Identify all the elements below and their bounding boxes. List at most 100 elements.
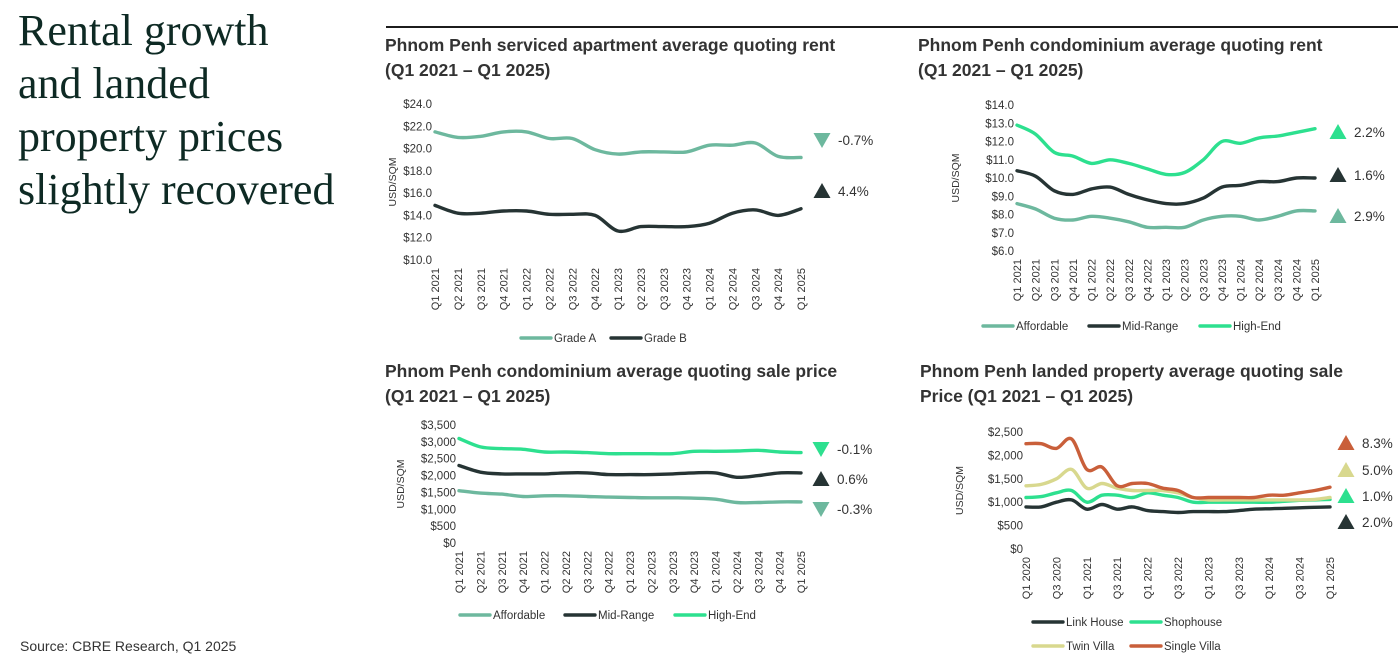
chart-title-line1: Phnom Penh serviced apartment average qu… [385, 35, 836, 55]
x-tick-label: Q2 2023 [636, 268, 648, 310]
x-tick-label: Q2 2021 [475, 551, 487, 593]
x-tick-label: Q1 2022 [540, 551, 552, 593]
x-tick-label: Q1 2024 [1264, 557, 1276, 599]
legend-label: High-End [708, 610, 756, 622]
x-tick-label: Q1 2023 [1203, 557, 1215, 599]
x-tick-label: Q1 2023 [1161, 259, 1173, 301]
x-tick-label: Q1 2024 [1236, 259, 1248, 301]
x-tick-label: Q1 2025 [1310, 259, 1322, 301]
legend-label: Grade B [644, 333, 687, 345]
x-tick-label: Q1 2024 [705, 268, 717, 310]
x-tick-label: Q1 2024 [711, 551, 723, 593]
series-line-grade-b [433, 203, 803, 234]
x-tick-label: Q2 2022 [544, 268, 556, 310]
y-tick-label: $1,000 [421, 504, 456, 516]
landed-property-sale-price-chart: Phnom Penh landed property average quoti… [920, 359, 1398, 659]
y-tick-label: $22.0 [403, 121, 432, 133]
legend-label: High-End [1233, 321, 1281, 333]
y-tick-label: $16.0 [403, 188, 432, 200]
legend-label: Shophouse [1164, 617, 1222, 629]
y-tick-label: $11.0 [986, 155, 1014, 167]
x-tick-label: Q4 2024 [1291, 259, 1303, 301]
serviced-apartment-rent-chart: Phnom Penh serviced apartment average qu… [385, 33, 895, 353]
change-up-icon [1337, 514, 1355, 529]
y-tick-label: $9.0 [992, 191, 1014, 203]
change-up-icon [1329, 167, 1347, 182]
x-tick-label: Q1 2025 [1325, 557, 1337, 599]
x-tick-label: Q1 2025 [796, 551, 808, 593]
x-tick-label: Q4 2022 [1142, 259, 1154, 301]
x-tick-label: Q4 2024 [775, 551, 787, 593]
y-axis-title: USD/SQM [950, 153, 962, 202]
x-tick-label: Q3 2021 [497, 551, 509, 593]
chart-svg: USD/SQM $0 $500 $1,000 $1,500 $2,000 $2,500 $3,… [395, 420, 872, 622]
series-line-twin-villa [1024, 467, 1332, 502]
change-label: 2.2% [1354, 125, 1385, 140]
chart-title: Phnom Penh condominium average quoting s… [385, 359, 837, 409]
x-tick-label: Q1 2021 [1012, 259, 1024, 301]
y-tick-label: $12.0 [985, 137, 1014, 149]
y-axis-title: USD/SQM [395, 459, 407, 508]
y-tick-label: $13.0 [985, 118, 1014, 130]
x-tick-label: Q2 2022 [1105, 259, 1117, 301]
x-tick-label: Q3 2022 [1173, 557, 1185, 599]
x-tick-label: Q1 2023 [625, 551, 637, 593]
series-line-affordable [457, 489, 803, 505]
x-tick-label: Q1 2022 [1087, 259, 1099, 301]
y-tick-label: $3,000 [421, 437, 456, 449]
change-up-icon [1329, 124, 1347, 139]
change-down-icon [812, 442, 830, 457]
x-tick-label: Q3 2022 [1124, 259, 1136, 301]
y-tick-label: $0 [1010, 544, 1023, 556]
x-tick-label: Q1 2020 [1021, 557, 1033, 599]
x-tick-label: Q1 2021 [454, 551, 466, 593]
series-line-mid-range [1015, 169, 1317, 206]
chart-title-line2: (Q1 2021 – Q1 2025) [385, 60, 551, 80]
top-divider [386, 26, 1398, 28]
change-label: 0.6% [837, 472, 868, 487]
series-line-high-end [457, 436, 803, 456]
y-tick-label: $10.0 [985, 173, 1014, 185]
x-tick-label: Q2 2024 [727, 268, 739, 310]
x-tick-label: Q1 2021 [430, 268, 442, 310]
x-tick-label: Q3 2021 [1112, 557, 1124, 599]
x-tick-label: Q3 2020 [1051, 557, 1063, 599]
y-tick-label: $10.0 [403, 255, 432, 267]
x-tick-label: Q3 2021 [476, 268, 488, 310]
x-tick-label: Q4 2021 [499, 268, 511, 310]
y-tick-label: $2,500 [421, 454, 456, 466]
x-tick-label: Q4 2021 [1068, 259, 1080, 301]
change-label: -0.1% [837, 442, 872, 457]
y-tick-label: $8.0 [992, 210, 1014, 222]
change-down-icon [812, 502, 830, 517]
change-label: 8.3% [1362, 436, 1393, 451]
change-label: -0.7% [838, 133, 873, 148]
x-tick-label: Q1 2025 [796, 268, 808, 310]
x-tick-label: Q3 2024 [750, 268, 762, 310]
condominium-sale-price-chart: Phnom Penh condominium average quoting s… [385, 359, 905, 629]
y-tick-label: $500 [997, 521, 1023, 533]
x-tick-label: Q3 2023 [1198, 259, 1210, 301]
y-axis-title: USD/SQM [387, 157, 399, 206]
y-tick-label: $14.0 [403, 210, 432, 222]
series-line-high-end [1015, 123, 1317, 177]
x-tick-label: Q1 2023 [613, 268, 625, 310]
change-label: 4.4% [838, 184, 869, 199]
series-line-grade-a [433, 129, 803, 160]
headline: Rental growth and landed property prices… [18, 6, 335, 214]
y-tick-label: $18.0 [403, 166, 432, 178]
change-label: 1.0% [1362, 489, 1393, 504]
y-tick-label: $3,500 [421, 420, 456, 432]
x-tick-label: Q1 2022 [1143, 557, 1155, 599]
x-tick-label: Q3 2023 [1234, 557, 1246, 599]
x-tick-label: Q1 2021 [1082, 557, 1094, 599]
x-tick-label: Q3 2024 [1273, 259, 1285, 301]
y-tick-label: $1,000 [988, 497, 1023, 509]
chart-title-line2: Price (Q1 2021 – Q1 2025) [920, 386, 1134, 406]
legend-label: Link House [1066, 617, 1124, 629]
x-tick-label: Q3 2022 [582, 551, 594, 593]
change-up-icon [1337, 435, 1355, 450]
series-line-mid-range [457, 463, 803, 480]
x-tick-label: Q1 2022 [522, 268, 534, 310]
chart-title-line2: (Q1 2021 – Q1 2025) [918, 60, 1084, 80]
